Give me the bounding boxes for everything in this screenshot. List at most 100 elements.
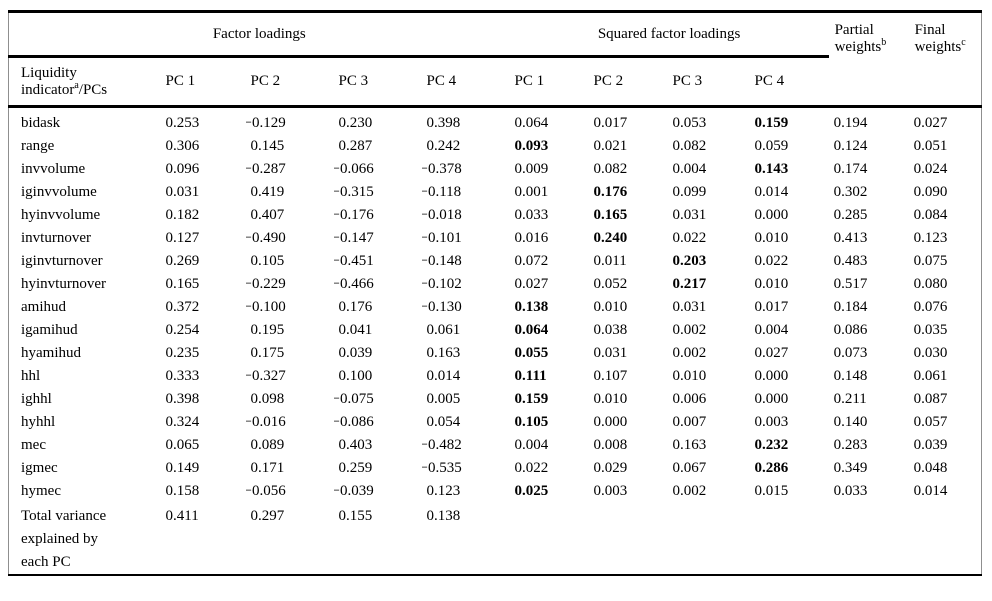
cell-fl-pc4: 0.138 [426,508,461,524]
cell-sq-pc1: 0.105 [514,414,549,430]
cell-sq-pc1: 0.004 [514,437,549,453]
cell-fl-pc1: 0.165 [165,276,200,292]
cell-final-weight: 0.123 [913,230,948,246]
cell-fl-pc1: 0.182 [165,207,200,223]
cell-fl-pc1: 0.065 [165,437,200,453]
cell-sq-pc3: 0.002 [672,322,707,338]
table-row: hymec 0.158 −0.056 −0.039 0.123 0.025 0.… [9,480,982,503]
cell-sq-pc1: 0.159 [514,391,549,407]
table-row: bidask 0.253 −0.129 0.230 0.398 0.064 0.… [9,107,982,136]
row-label: hymec [21,483,61,499]
cell-fl-pc3: 0.176 [338,299,373,315]
liquidity-indicator-suffix: /PCs [78,81,108,98]
cell-sq-pc2: 0.010 [593,299,628,315]
cell-fl-pc2: 0.297 [250,508,285,524]
cell-fl-pc3: 0.287 [338,138,373,154]
cell-fl-pc4: −0.148 [421,253,462,269]
row-label: invvolume [21,161,86,177]
cell-final-weight: 0.076 [913,299,948,315]
row-label: range [21,138,55,154]
cell-partial-weight: 0.148 [833,368,868,384]
cell-fl-pc3: −0.066 [333,161,374,177]
cell-partial-weight: 0.194 [833,115,868,131]
cell-sq-pc2: 0.029 [593,460,628,476]
cell-fl-pc3: −0.176 [333,207,374,223]
cell-partial-weight: 0.086 [833,322,868,338]
cell-sq-pc4: 0.000 [754,391,789,407]
header-final-weights: Final weightsc [908,11,982,108]
group-header-squared-factor-loadings: Squared factor loadings [509,11,829,58]
cell-fl-pc1: 0.149 [165,460,200,476]
row-label: iginvturnover [21,253,103,269]
cell-fl-pc3: −0.466 [333,276,374,292]
cell-fl-pc3: 0.039 [338,345,373,361]
cell-sq-pc1: 0.093 [514,138,549,154]
cell-sq-pc3: 0.203 [672,253,707,269]
table-row: hyhhl 0.324 −0.016 −0.086 0.054 0.105 0.… [9,411,982,434]
cell-final-weight: 0.035 [913,322,948,338]
row-label: mec [21,437,46,453]
cell-final-weight: 0.024 [913,161,948,177]
cell-sq-pc4: 0.143 [754,161,789,177]
row-label: hyinvturnover [21,276,106,292]
table-row: invvolume 0.096 −0.287 −0.066 −0.378 0.0… [9,158,982,181]
row-label: hyamihud [21,345,81,361]
cell-sq-pc4: 0.232 [754,437,789,453]
cell-fl-pc1: 0.324 [165,414,200,430]
cell-fl-pc1: 0.372 [165,299,200,315]
cell-fl-pc3: −0.075 [333,391,374,407]
cell-sq-pc4: 0.059 [754,138,789,154]
cell-sq-pc1: 0.064 [514,115,549,131]
cell-fl-pc2: 0.175 [250,345,285,361]
cell-sq-pc1: 0.138 [514,299,549,315]
cell-fl-pc2: 0.171 [250,460,285,476]
cell-sq-pc3: 0.007 [672,414,707,430]
cell-sq-pc1: 0.064 [514,322,549,338]
cell-sq-pc2: 0.021 [593,138,628,154]
cell-fl-pc3: −0.315 [333,184,374,200]
cell-partial-weight: 0.302 [833,184,868,200]
liquidity-indicator-label: Liquidity indicator [21,64,77,98]
cell-sq-pc4 [750,503,829,575]
cell-sq-pc1: 0.027 [514,276,549,292]
table-body: bidask 0.253 −0.129 0.230 0.398 0.064 0.… [9,107,982,576]
partial-weights-label: Partial weights [834,22,882,55]
cell-partial-weight: 0.184 [833,299,868,315]
cell-sq-pc3: 0.002 [672,345,707,361]
cell-sq-pc3: 0.004 [672,161,707,177]
cell-sq-pc3: 0.006 [672,391,707,407]
cell-fl-pc1: 0.269 [165,253,200,269]
header-fl-pc2: PC 2 [245,56,334,108]
cell-sq-pc1: 0.009 [514,161,549,177]
cell-partial-weight: 0.483 [833,253,868,269]
cell-sq-pc2: 0.017 [593,115,628,131]
cell-fl-pc4: −0.101 [421,230,462,246]
header-fl-pc3: PC 3 [333,56,422,108]
cell-sq-pc4: 0.286 [754,460,789,476]
footnote-marker-c: c [961,37,966,48]
header-fl-pc1: PC 1 [160,56,246,108]
cell-fl-pc2: −0.229 [245,276,286,292]
cell-fl-pc1: 0.333 [165,368,200,384]
cell-final-weight: 0.048 [913,460,948,476]
cell-fl-pc4: 0.054 [426,414,461,430]
cell-sq-pc2: 0.008 [593,437,628,453]
cell-fl-pc1: 0.254 [165,322,200,338]
cell-partial-weight [829,503,909,575]
cell-sq-pc4: 0.010 [754,230,789,246]
table-row: hyinvvolume 0.182 0.407 −0.176 −0.018 0.… [9,204,982,227]
cell-sq-pc4: 0.015 [754,483,789,499]
cell-sq-pc3: 0.217 [672,276,707,292]
cell-sq-pc2: 0.052 [593,276,628,292]
cell-sq-pc2: 0.031 [593,345,628,361]
cell-sq-pc2: 0.165 [593,207,628,223]
cell-sq-pc4: 0.004 [754,322,789,338]
cell-final-weight: 0.039 [913,437,948,453]
cell-final-weight: 0.075 [913,253,948,269]
table-row: range 0.306 0.145 0.287 0.242 0.093 0.02… [9,135,982,158]
cell-fl-pc1: 0.096 [165,161,200,177]
cell-fl-pc2: −0.016 [245,414,286,430]
row-label: invturnover [21,230,91,246]
cell-sq-pc3: 0.053 [672,115,707,131]
table-row: Total variance explained by each PC 0.41… [9,503,982,575]
